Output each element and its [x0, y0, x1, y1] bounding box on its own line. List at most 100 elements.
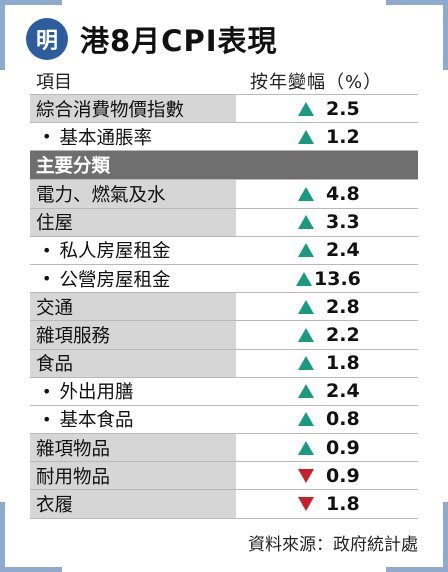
row-label: 綜合消費物價指數 — [30, 95, 236, 123]
row-name: 食品 — [36, 354, 74, 376]
row-value: 3.3 — [326, 211, 360, 234]
row-name: 基本通脹率 — [59, 127, 152, 149]
bullet-icon: • — [42, 409, 52, 429]
up-triangle-icon — [298, 129, 314, 144]
row-label: 交通 — [30, 293, 236, 321]
up-triangle-icon — [298, 440, 314, 455]
row-name: 外出用膳 — [59, 382, 134, 404]
row-name: 衣履 — [36, 495, 74, 517]
row-value: 4.8 — [326, 182, 360, 205]
table-row: • 私人房屋租金 2.4 — [30, 237, 418, 265]
source-note: 資料來源：政府統計處 — [248, 535, 418, 555]
up-triangle-icon — [298, 412, 314, 427]
row-change: 0.8 — [236, 406, 418, 433]
table-row: 交通 2.8 — [30, 293, 418, 322]
corner-top-right — [386, 0, 448, 5]
row-name: 私人房屋租金 — [59, 241, 171, 263]
corner-top-left — [0, 0, 62, 5]
row-value: 2.8 — [326, 295, 360, 318]
down-triangle-icon — [298, 497, 314, 512]
row-name: 雜項物品 — [36, 438, 111, 460]
row-change: 2.8 — [236, 293, 418, 320]
row-label: • 基本食品 — [30, 406, 236, 433]
bullet-icon: • — [42, 381, 52, 401]
row-value: 2.4 — [326, 239, 360, 262]
up-triangle-icon — [298, 101, 314, 116]
row-value: 2.5 — [326, 97, 360, 120]
column-header-item: 項目 — [36, 71, 72, 93]
row-name: 綜合消費物價指數 — [36, 99, 185, 121]
row-name: 基本食品 — [59, 410, 134, 432]
row-name: 雜項服務 — [36, 325, 111, 347]
row-name: 交通 — [36, 297, 74, 319]
row-change: 1.2 — [236, 123, 418, 150]
row-value: 0.9 — [326, 436, 360, 459]
table-row: 耐用物品 0.9 — [30, 462, 418, 491]
header: 明 港8月CPI表現 — [26, 16, 278, 62]
up-triangle-icon — [298, 186, 314, 201]
up-triangle-icon — [298, 215, 314, 230]
corner-bottom-left — [0, 567, 62, 572]
row-label: • 外出用膳 — [30, 378, 236, 405]
row-change: 2.5 — [236, 95, 418, 122]
row-change: 0.9 — [236, 434, 418, 461]
row-change: 2.4 — [236, 378, 418, 405]
row-label: 雜項物品 — [30, 434, 236, 462]
row-label: 雜項服務 — [30, 321, 236, 349]
row-label: • 基本通脹率 — [30, 123, 236, 150]
section-header: 主要分類 — [30, 151, 418, 181]
corner-bottom-right — [386, 567, 448, 572]
row-name: 公營房屋租金 — [59, 269, 171, 291]
row-change: 13.6 — [236, 265, 418, 292]
table-row: 雜項服務 2.2 — [30, 321, 418, 350]
bullet-icon: • — [42, 269, 52, 289]
row-value: 1.2 — [326, 125, 360, 148]
row-change: 4.8 — [236, 180, 418, 207]
row-change: 3.3 — [236, 209, 418, 236]
corner-bottom-left-vertical — [0, 502, 5, 572]
up-triangle-icon — [298, 243, 314, 258]
row-value: 13.6 — [314, 267, 361, 290]
top-rows: 綜合消費物價指數 2.5 • 基本通脹率 1.2 — [30, 95, 418, 152]
row-value: 2.4 — [326, 380, 360, 403]
row-change: 0.9 — [236, 462, 418, 489]
row-change: 2.2 — [236, 321, 418, 348]
table-header: 項目 按年變幅（%） — [30, 67, 418, 95]
row-change: 1.8 — [236, 490, 418, 517]
table-row: 綜合消費物價指數 2.5 — [30, 95, 418, 124]
row-value: 1.8 — [326, 352, 360, 375]
row-name: 耐用物品 — [36, 466, 111, 488]
table-row: 電力、燃氣及水 4.8 — [30, 180, 418, 209]
down-triangle-icon — [298, 468, 314, 483]
table-row: • 公營房屋租金 13.6 — [30, 265, 418, 294]
row-change: 2.4 — [236, 237, 418, 264]
corner-top-right-vertical — [443, 0, 448, 70]
bullet-icon: • — [42, 240, 52, 260]
table-row: 雜項物品 0.9 — [30, 434, 418, 463]
table-row: 住屋 3.3 — [30, 208, 418, 237]
column-header-change: 按年變幅（%） — [250, 71, 383, 93]
table-row: • 基本食品 0.8 — [30, 406, 418, 435]
up-triangle-icon — [298, 327, 314, 342]
row-value: 2.2 — [326, 323, 360, 346]
up-triangle-icon — [296, 271, 312, 286]
table-row: 衣履 1.8 — [30, 490, 418, 519]
main-rows: 電力、燃氣及水 4.8 住屋 3.3 • 私人房屋租金 2.4 • 公營房屋租金 13.6 交通 2.… — [30, 180, 418, 519]
table-row: • 基本通脹率 1.2 — [30, 123, 418, 152]
table-row: • 外出用膳 2.4 — [30, 378, 418, 406]
up-triangle-icon — [298, 299, 314, 314]
row-value: 0.9 — [326, 464, 360, 487]
row-name: 電力、燃氣及水 — [36, 184, 166, 206]
row-label: 衣履 — [30, 490, 236, 518]
row-value: 1.8 — [326, 493, 360, 516]
corner-top-left-vertical — [0, 0, 5, 70]
corner-bottom-right-vertical — [443, 502, 448, 572]
row-name: 住屋 — [36, 213, 74, 235]
row-label: 住屋 — [30, 208, 236, 236]
row-label: 耐用物品 — [30, 462, 236, 490]
table-row: 食品 1.8 — [30, 349, 418, 378]
page-title: 港8月CPI表現 — [80, 24, 278, 58]
row-label: 電力、燃氣及水 — [30, 180, 236, 208]
up-triangle-icon — [298, 356, 314, 371]
